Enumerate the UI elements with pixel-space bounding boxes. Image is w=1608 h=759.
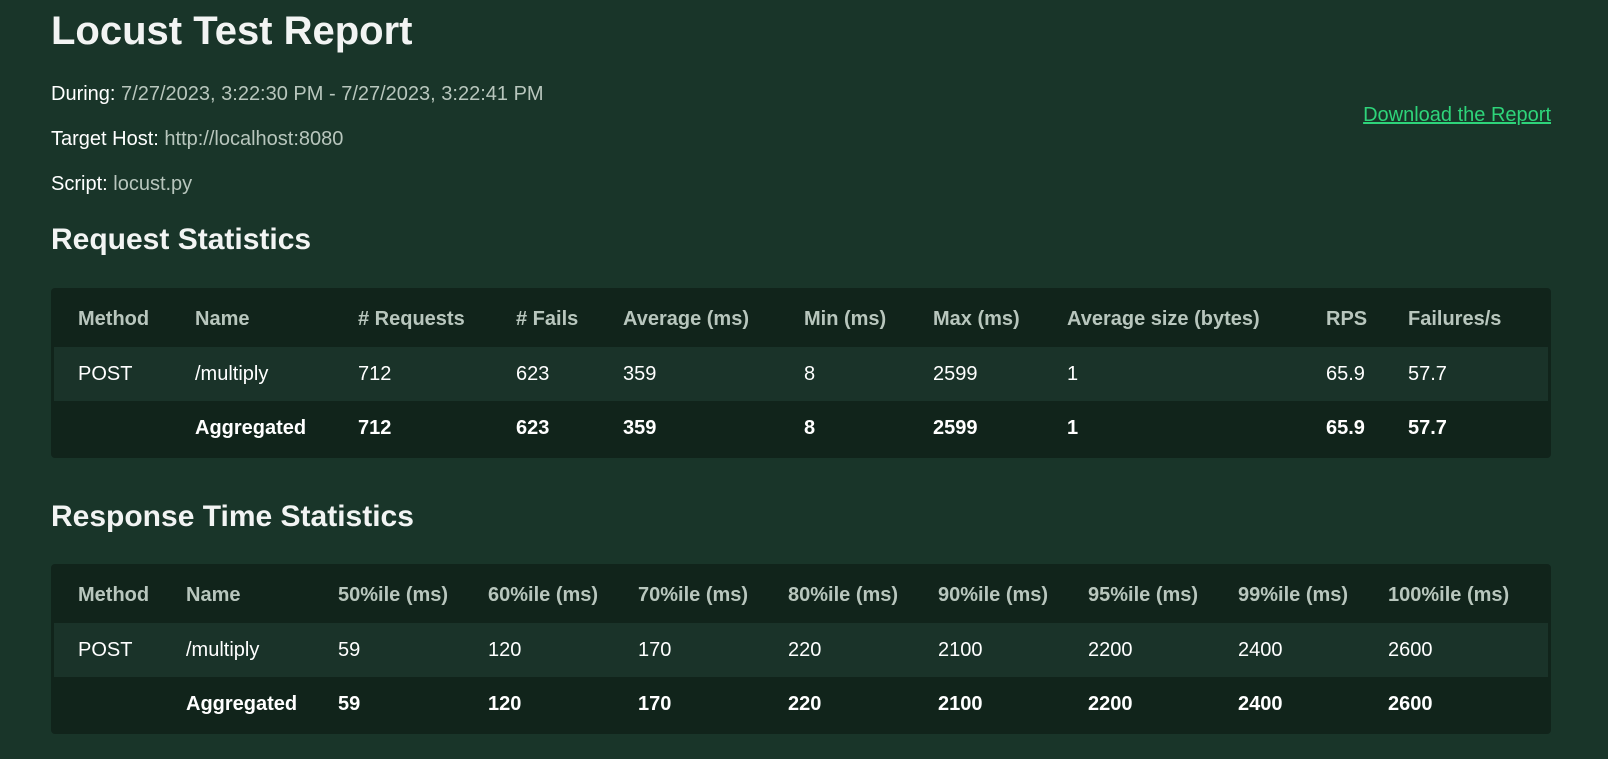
table-cell: 8 (780, 401, 909, 455)
table-cell: 220 (764, 677, 914, 731)
table-cell: 120 (464, 677, 614, 731)
table-cell: /multiply (162, 623, 314, 677)
table-cell: /multiply (171, 347, 334, 401)
table-cell: 2400 (1214, 623, 1364, 677)
table-cell: 2599 (909, 401, 1043, 455)
header-cell: 80%ile (ms) (788, 583, 899, 606)
header-cell: 60%ile (ms) (488, 583, 599, 606)
header-cell: Average size (bytes) (1067, 307, 1260, 330)
download-report-link[interactable]: Download the Report (1363, 104, 1551, 126)
table-cell: 2600 (1364, 623, 1548, 677)
table-cell: 57.7 (1384, 401, 1548, 455)
request-statistics-title: Request Statistics (51, 223, 312, 256)
table-cell: POST (54, 347, 171, 401)
table-cell (54, 401, 171, 455)
table-cell: Aggregated (162, 677, 314, 731)
header-cell: Method (78, 307, 150, 330)
header-cell: RPS (1326, 307, 1368, 330)
aggregated-row: Aggregated 59 120 170 220 2100 2200 2400… (54, 677, 1548, 731)
response-time-statistics-table: Method Name 50%ile (ms) 60%ile (ms) 70%i… (51, 564, 1551, 734)
table-cell: 359 (599, 347, 780, 401)
header-cell: 100%ile (ms) (1388, 583, 1510, 606)
request-stats-header-row: Method Name # Requests # Fails Average (… (54, 291, 1548, 347)
header-cell: Method (78, 583, 150, 606)
header-cell: Failures/s (1408, 307, 1502, 330)
table-cell: 59 (314, 677, 464, 731)
header-cell: Min (ms) (804, 307, 887, 330)
table-cell: 359 (599, 401, 780, 455)
header-cell: # Requests (358, 307, 465, 330)
response-time-statistics-title: Response Time Statistics (51, 500, 414, 533)
page-title: Locust Test Report (51, 9, 413, 53)
table-cell: 8 (780, 347, 909, 401)
aggregated-row: Aggregated 712 623 359 8 2599 1 65.9 57.… (54, 401, 1548, 455)
during-value: 7/27/2023, 3:22:30 PM - 7/27/2023, 3:22:… (121, 83, 544, 105)
table-cell: 1 (1043, 401, 1302, 455)
table-cell: 712 (334, 347, 492, 401)
header-cell: 90%ile (ms) (938, 583, 1049, 606)
during-label: During: (51, 83, 116, 105)
target-host-value: http://localhost:8080 (164, 128, 344, 150)
header-cell: 50%ile (ms) (338, 583, 449, 606)
table-cell: 2600 (1364, 677, 1548, 731)
header-cell: 70%ile (ms) (638, 583, 749, 606)
table-cell: 2599 (909, 347, 1043, 401)
during-info: During: 7/27/2023, 3:22:30 PM - 7/27/202… (51, 82, 544, 106)
header-cell: # Fails (516, 307, 579, 330)
table-cell: 712 (334, 401, 492, 455)
table-cell: 65.9 (1302, 401, 1384, 455)
script-info: Script: locust.py (51, 172, 192, 196)
response-stats-header-row: Method Name 50%ile (ms) 60%ile (ms) 70%i… (54, 567, 1548, 623)
header-cell: Name (186, 583, 241, 606)
header-cell: 95%ile (ms) (1088, 583, 1199, 606)
header-cell: Max (ms) (933, 307, 1020, 330)
table-cell: 623 (492, 347, 599, 401)
table-row: POST /multiply 59 120 170 220 2100 2200 … (54, 623, 1548, 677)
header-cell: Name (195, 307, 250, 330)
script-label: Script: (51, 173, 108, 195)
target-host-label: Target Host: (51, 128, 159, 150)
table-cell: 2100 (914, 623, 1064, 677)
table-cell: 57.7 (1384, 347, 1548, 401)
table-row: POST /multiply 712 623 359 8 2599 1 65.9… (54, 347, 1548, 401)
table-cell: 120 (464, 623, 614, 677)
script-value: locust.py (113, 173, 193, 195)
header-cell: 99%ile (ms) (1238, 583, 1349, 606)
table-cell: 59 (314, 623, 464, 677)
table-cell: 65.9 (1302, 347, 1384, 401)
table-cell: 2200 (1064, 677, 1214, 731)
table-cell: 170 (614, 623, 764, 677)
header-cell: Average (ms) (623, 307, 749, 330)
table-cell: POST (54, 623, 162, 677)
request-statistics-table: Method Name # Requests # Fails Average (… (51, 288, 1551, 458)
table-cell: 170 (614, 677, 764, 731)
table-cell: 1 (1043, 347, 1302, 401)
table-cell: 2100 (914, 677, 1064, 731)
table-cell: 623 (492, 401, 599, 455)
table-cell: 220 (764, 623, 914, 677)
table-cell: 2200 (1064, 623, 1214, 677)
table-cell: 2400 (1214, 677, 1364, 731)
table-cell: Aggregated (171, 401, 334, 455)
target-host-info: Target Host: http://localhost:8080 (51, 127, 343, 151)
table-cell (54, 677, 162, 731)
